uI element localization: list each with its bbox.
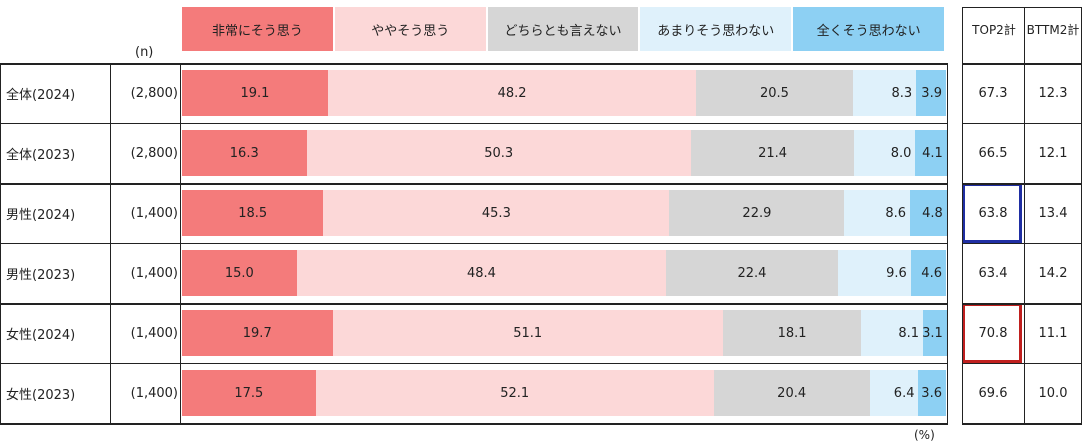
bttm2-header: BTTM2計 <box>1026 23 1080 37</box>
bar-segment: 51.1 <box>332 310 723 356</box>
row-n: (1,400) <box>130 325 178 341</box>
bar-segment: 48.2 <box>327 70 697 116</box>
grid-line <box>962 7 963 423</box>
bttm2-value: 10.0 <box>1038 385 1068 401</box>
row-divider <box>962 423 1082 425</box>
bar-segment: 18.5 <box>182 190 324 236</box>
bar-segment: 15.0 <box>182 250 297 296</box>
bar-segment: 3.1 <box>922 310 947 356</box>
bar-segment: 3.9 <box>916 70 946 116</box>
row-label: 女性(2023) <box>6 387 76 403</box>
top2-value: 63.8 <box>978 205 1008 221</box>
bar-segment: 4.1 <box>915 130 947 176</box>
bar-segment: 4.8 <box>910 190 947 236</box>
row-label: 女性(2024) <box>6 327 76 343</box>
bttm2-value: 12.1 <box>1038 145 1068 161</box>
top2-value: 70.8 <box>978 325 1008 341</box>
row-divider <box>962 303 1082 305</box>
bar-segment: 18.1 <box>722 310 862 356</box>
bar-segment: 52.1 <box>315 370 714 416</box>
legend-item-5: 全くそう思わない <box>793 7 944 51</box>
grid-line <box>962 7 1082 8</box>
bar-segment: 48.4 <box>296 250 667 296</box>
row-divider <box>0 243 948 244</box>
row-divider <box>0 423 948 425</box>
row-n: (1,400) <box>130 265 178 281</box>
bar-segment: 19.1 <box>182 70 328 116</box>
bar-segment: 19.7 <box>182 310 333 356</box>
bttm2-value: 11.1 <box>1038 325 1068 341</box>
row-divider <box>0 183 948 185</box>
bar-segment: 8.1 <box>861 310 924 356</box>
bttm2-value: 13.4 <box>1038 205 1068 221</box>
row-divider <box>962 363 1082 364</box>
row-divider <box>0 123 948 124</box>
bar-segment: 8.3 <box>852 70 917 116</box>
bar-segment: 20.5 <box>696 70 853 116</box>
bar-segment: 17.5 <box>182 370 316 416</box>
bar-segment: 16.3 <box>182 130 307 176</box>
bar-segment: 22.4 <box>666 250 838 296</box>
bttm2-value: 14.2 <box>1038 265 1068 281</box>
legend-item-4: あまりそう思わない <box>640 7 792 51</box>
row-divider <box>962 183 1082 185</box>
bar-segment: 6.4 <box>869 370 919 416</box>
legend-item-1: 非常にそう思う <box>182 7 333 51</box>
bar-segment: 22.9 <box>669 190 845 236</box>
row-n: (2,800) <box>130 145 178 161</box>
row-divider <box>0 63 948 65</box>
top2-highlight-blue <box>962 183 1022 243</box>
top2-header: TOP2計 <box>972 23 1016 37</box>
row-divider <box>962 123 1082 124</box>
bar-segment: 3.6 <box>918 370 946 416</box>
unit-label: (%) <box>914 428 935 442</box>
row-divider <box>962 63 1082 65</box>
n-column-header: (n) <box>135 45 154 60</box>
row-n: (2,800) <box>130 85 178 101</box>
bar-segment: 21.4 <box>690 130 855 176</box>
top2-value: 69.6 <box>978 385 1008 401</box>
top2-highlight-red <box>962 303 1022 363</box>
bar-segment: 50.3 <box>306 130 691 176</box>
row-divider <box>0 303 948 305</box>
legend-item-2: ややそう思う <box>334 7 486 51</box>
grid-line <box>1081 7 1082 423</box>
row-label: 男性(2024) <box>6 207 76 223</box>
bar-segment: 4.6 <box>910 250 946 296</box>
row-n: (1,400) <box>130 205 178 221</box>
row-label: 男性(2023) <box>6 267 76 283</box>
row-divider <box>0 363 948 364</box>
grid-line <box>1024 7 1025 423</box>
bar-segment: 20.4 <box>713 370 870 416</box>
row-divider <box>962 243 1082 244</box>
row-n: (1,400) <box>130 385 178 401</box>
bttm2-value: 12.3 <box>1038 85 1068 101</box>
bar-segment: 9.6 <box>837 250 911 296</box>
bar-segment: 45.3 <box>323 190 670 236</box>
top2-value: 63.4 <box>978 265 1008 281</box>
top2-value: 67.3 <box>978 85 1008 101</box>
row-label: 全体(2023) <box>6 147 76 163</box>
top2-value: 66.5 <box>978 145 1008 161</box>
row-label: 全体(2024) <box>6 87 76 103</box>
legend-item-3: どちらとも言えない <box>487 7 639 51</box>
bar-segment: 8.0 <box>854 130 916 176</box>
bar-segment: 8.6 <box>844 190 911 236</box>
